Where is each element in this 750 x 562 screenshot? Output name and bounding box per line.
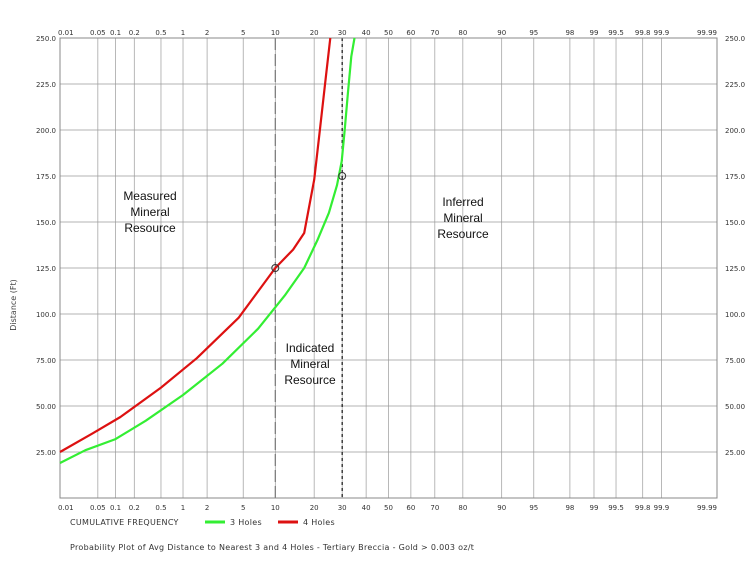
- x-tick-label-top: 98: [565, 29, 574, 37]
- x-tick-label-bottom: 99: [590, 504, 599, 512]
- grid-lines: [59, 37, 718, 498]
- y-tick-label-right: 225.0: [725, 81, 745, 89]
- x-tick-label-top: 99.8: [635, 29, 651, 37]
- region-labels: Measured Mineral Resource Indicated Mineral R…: [123, 189, 489, 387]
- y-tick-label-right: 25.00: [725, 449, 745, 457]
- series-lines: [59, 37, 356, 464]
- y-tick-label-right: 200.0: [725, 127, 745, 135]
- x-tick-label-bottom: 80: [458, 504, 467, 512]
- x-tick-label-bottom: 99.9: [654, 504, 670, 512]
- x-tick-label-bottom: 0.01: [58, 504, 74, 512]
- legend-label-4-holes: 4 Holes: [303, 518, 335, 527]
- region-label-line: Resource: [437, 227, 489, 241]
- y-tick-label-left: 50.00: [36, 403, 56, 411]
- x-tick-label-bottom: 1: [181, 504, 185, 512]
- x-tick-label-bottom: 20: [310, 504, 319, 512]
- x-tick-label-bottom: 2: [205, 504, 209, 512]
- region-label-line: Mineral: [130, 205, 169, 219]
- x-tick-label-top: 0.5: [155, 29, 166, 37]
- y-tick-label-right: 125.0: [725, 265, 745, 273]
- x-tick-label-bottom: 70: [430, 504, 439, 512]
- x-tick-label-top: 99.99: [697, 29, 717, 37]
- y-tick-label-right: 175.0: [725, 173, 745, 181]
- x-tick-label-top: 90: [497, 29, 506, 37]
- legend-label-3-holes: 3 Holes: [230, 518, 262, 527]
- x-tick-label-top: 1: [181, 29, 185, 37]
- y-tick-label-left: 250.0: [36, 35, 56, 43]
- x-tick-label-bottom: 5: [241, 504, 245, 512]
- x-axis-title: CUMULATIVE FREQUENCY: [70, 518, 179, 527]
- region-label: Indicated Mineral Resource: [284, 341, 336, 387]
- x-tick-label-bottom: 0.05: [90, 504, 106, 512]
- x-tick-label-top: 0.01: [58, 29, 74, 37]
- chart-title: Probability Plot of Avg Distance to Near…: [70, 543, 474, 552]
- y-tick-label-left: 175.0: [36, 173, 56, 181]
- y-tick-label-right: 100.0: [725, 311, 745, 319]
- x-tick-label-top: 20: [310, 29, 319, 37]
- x-tick-label-bottom: 60: [406, 504, 415, 512]
- x-tick-label-bottom: 99.8: [635, 504, 651, 512]
- x-tick-label-bottom: 95: [529, 504, 538, 512]
- x-tick-label-top: 99.5: [608, 29, 624, 37]
- x-tick-label-bottom: 90: [497, 504, 506, 512]
- x-tick-label-top: 10: [271, 29, 280, 37]
- x-tick-labels: 0.01 0.01 0.05 0.05 0.1 0.1 0.2 0.2 0.5 0.5 1 1 2 2 5 5…: [58, 29, 717, 512]
- region-label: Measured Mineral Resource: [123, 189, 176, 235]
- x-tick-label-top: 95: [529, 29, 538, 37]
- x-tick-label-top: 60: [406, 29, 415, 37]
- region-label-line: Indicated: [286, 341, 335, 355]
- y-tick-label-left: 125.0: [36, 265, 56, 273]
- plot-frame: [59, 37, 718, 499]
- region-label: Inferred Mineral Resource: [437, 195, 489, 241]
- x-tick-label-bottom: 40: [362, 504, 371, 512]
- y-tick-label-right: 250.0: [725, 35, 745, 43]
- x-tick-label-bottom: 50: [384, 504, 393, 512]
- region-label-line: Inferred: [442, 195, 483, 209]
- series-line-3-holes: [59, 37, 356, 464]
- legend: CUMULATIVE FREQUENCY 3 Holes 4 Holes: [70, 518, 335, 527]
- y-tick-label-left: 200.0: [36, 127, 56, 135]
- x-tick-label-top: 40: [362, 29, 371, 37]
- y-tick-label-left: 75.00: [36, 357, 56, 365]
- x-tick-label-top: 99.9: [654, 29, 670, 37]
- x-tick-label-bottom: 0.5: [155, 504, 166, 512]
- x-tick-label-bottom: 30: [338, 504, 347, 512]
- region-label-line: Mineral: [443, 211, 482, 225]
- x-tick-label-bottom: 0.2: [129, 504, 140, 512]
- y-tick-labels: 25.00 25.00 50.00 50.00 75.00 75.00 100.0 100.0…: [36, 35, 745, 457]
- x-tick-label-top: 0.05: [90, 29, 106, 37]
- region-label-line: Resource: [124, 221, 176, 235]
- x-tick-label-top: 70: [430, 29, 439, 37]
- x-tick-label-bottom: 0.1: [110, 504, 121, 512]
- y-axis-title: Distance (Ft): [9, 279, 18, 331]
- x-tick-label-top: 30: [338, 29, 347, 37]
- y-tick-label-left: 25.00: [36, 449, 56, 457]
- x-tick-label-top: 5: [241, 29, 245, 37]
- x-tick-label-top: 0.2: [129, 29, 140, 37]
- x-tick-label-bottom: 10: [271, 504, 280, 512]
- x-tick-label-top: 50: [384, 29, 393, 37]
- x-tick-label-bottom: 98: [565, 504, 574, 512]
- y-tick-label-left: 150.0: [36, 219, 56, 227]
- series-line-4-holes: [59, 37, 332, 453]
- x-tick-label-bottom: 99.99: [697, 504, 717, 512]
- region-label-line: Measured: [123, 189, 176, 203]
- region-label-line: Resource: [284, 373, 336, 387]
- x-tick-label-top: 0.1: [110, 29, 121, 37]
- region-label-line: Mineral: [290, 357, 329, 371]
- x-tick-label-bottom: 99.5: [608, 504, 624, 512]
- intersection-marker: [338, 172, 347, 180]
- x-tick-label-top: 2: [205, 29, 209, 37]
- x-tick-label-top: 80: [458, 29, 467, 37]
- y-tick-label-left: 100.0: [36, 311, 56, 319]
- y-tick-label-right: 50.00: [725, 403, 745, 411]
- y-tick-label-right: 75.00: [725, 357, 745, 365]
- x-tick-label-top: 99: [590, 29, 599, 37]
- y-tick-label-right: 150.0: [725, 219, 745, 227]
- intersection-marker: [271, 264, 280, 272]
- intersection-markers: [271, 172, 347, 272]
- y-tick-label-left: 225.0: [36, 81, 56, 89]
